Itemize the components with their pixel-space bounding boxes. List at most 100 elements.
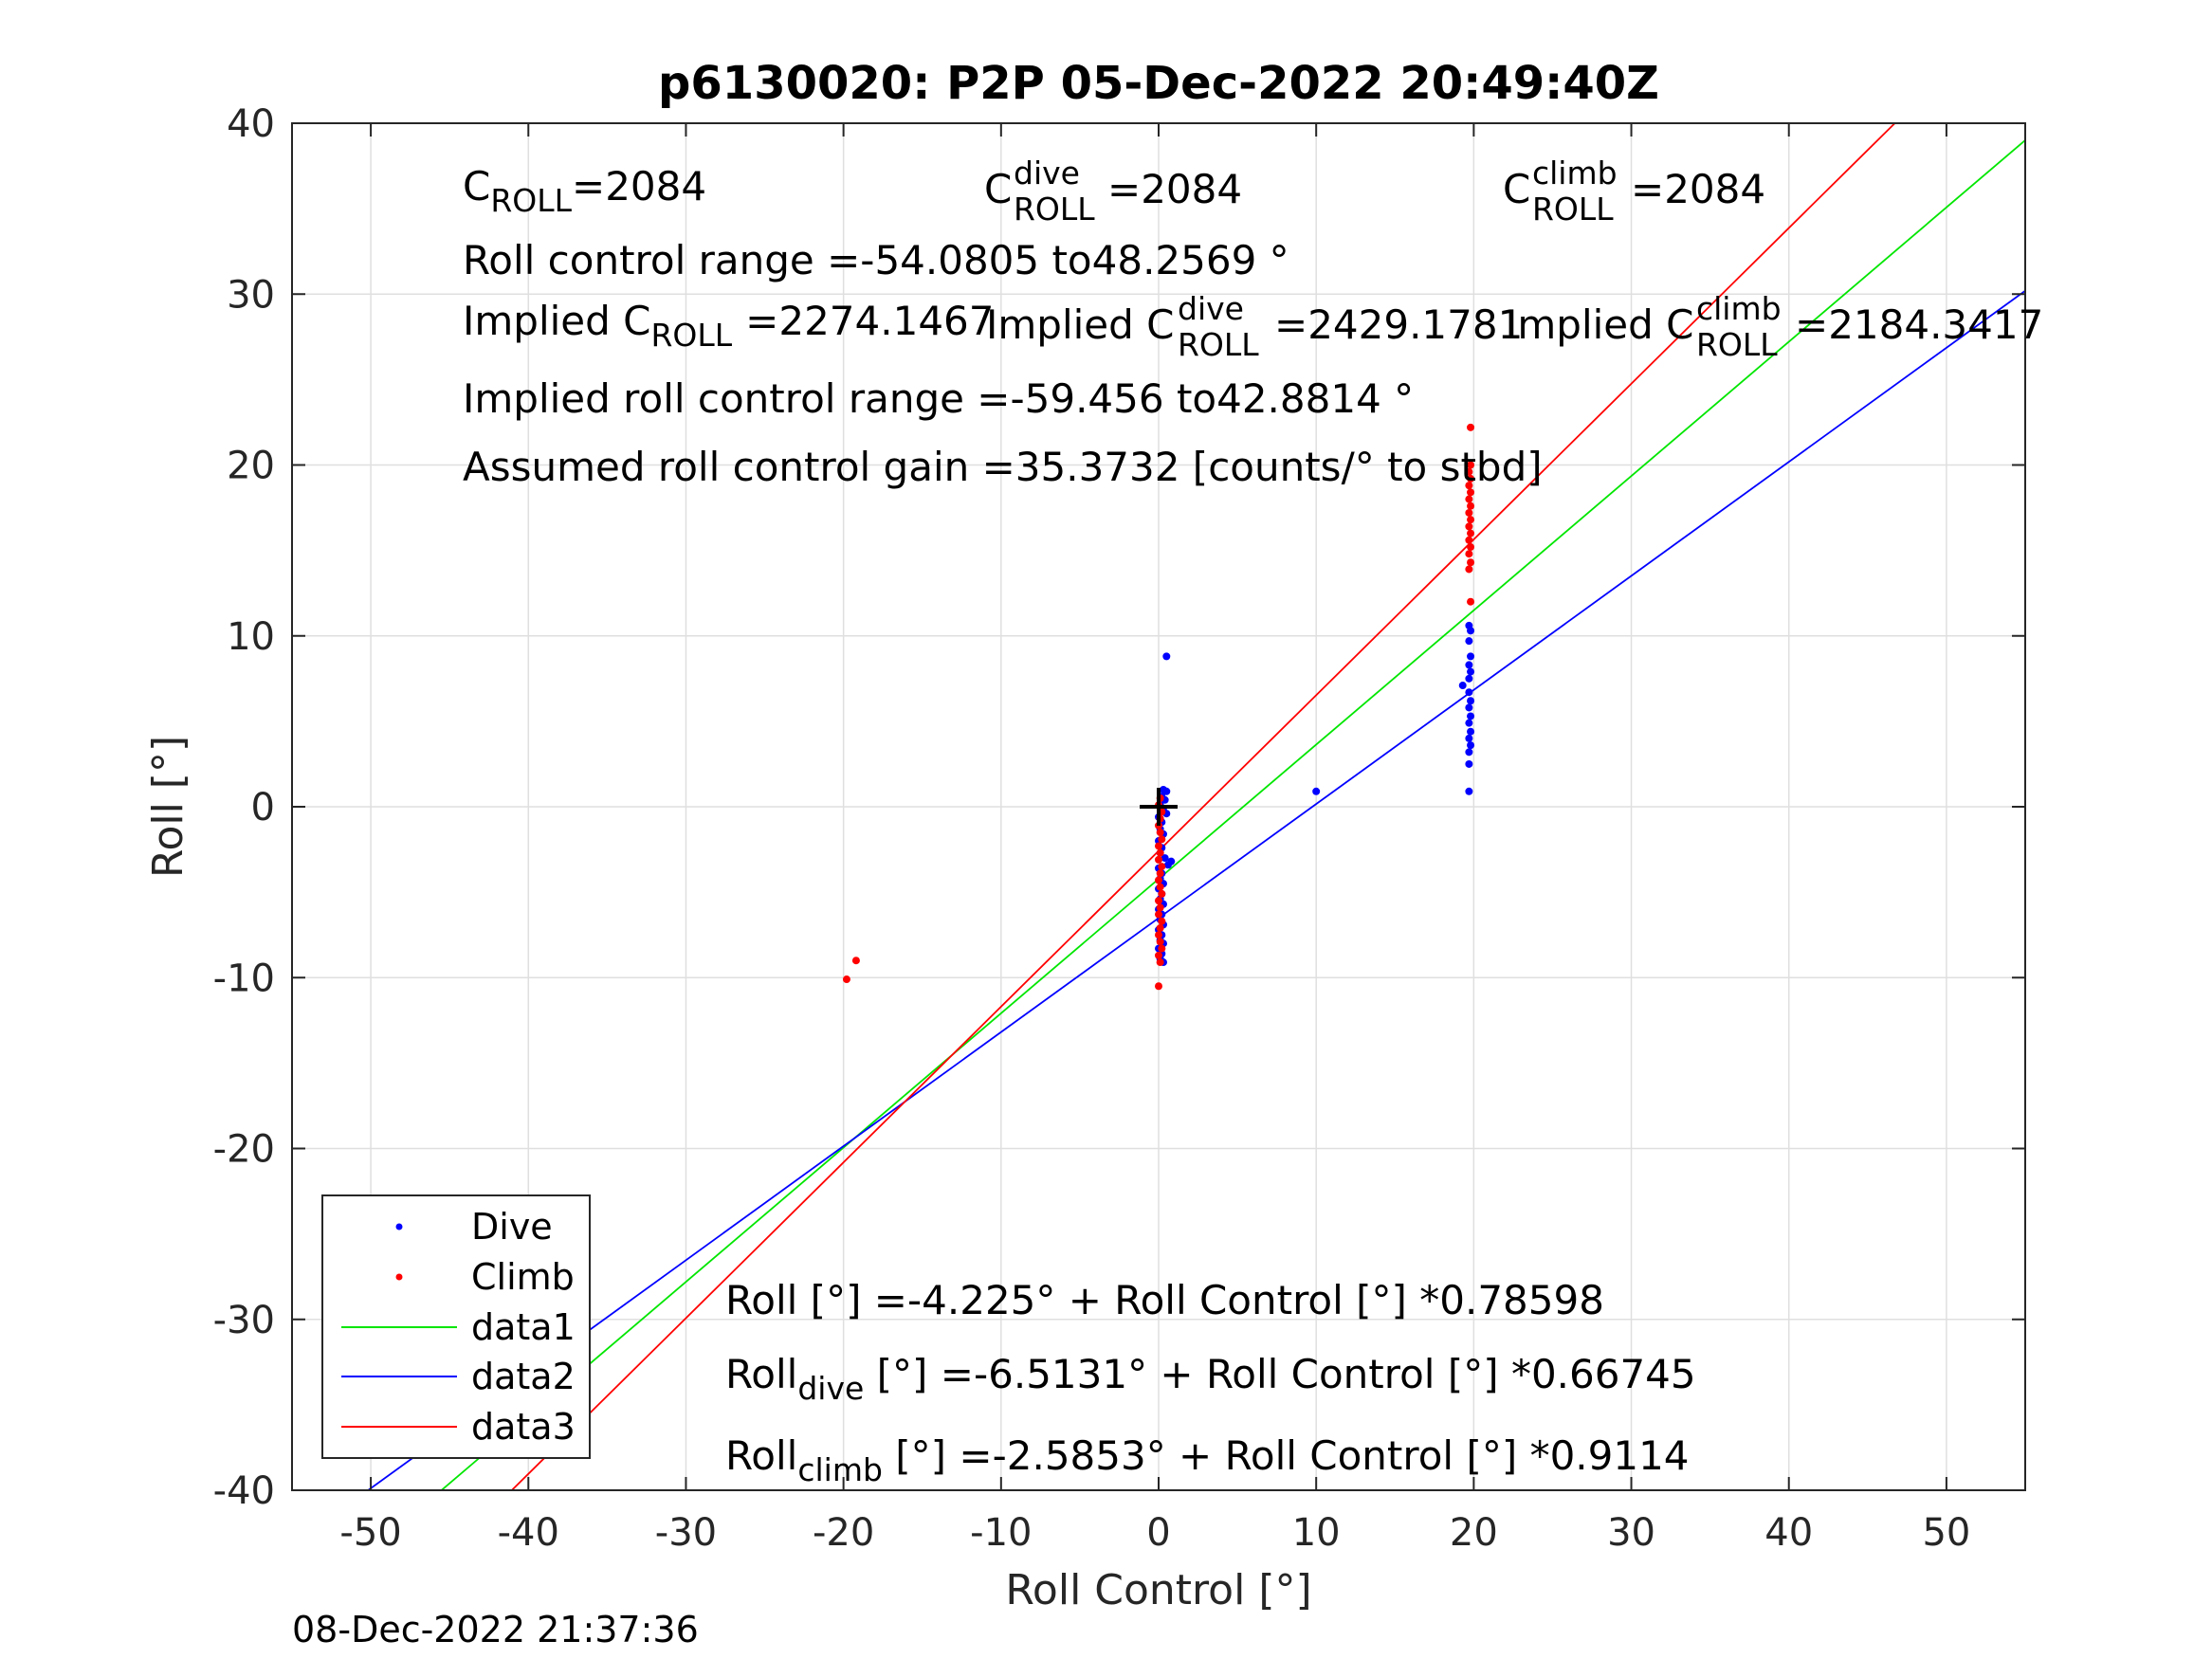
climb-point [1158, 917, 1166, 925]
climb-point [1155, 897, 1162, 905]
equation-climb: Rollclimb [°] =-2.5853° + Roll Control [… [725, 1432, 1690, 1488]
climb-point [1156, 848, 1164, 857]
dive-point [1465, 787, 1473, 795]
y-tick-label: -10 [213, 957, 275, 1000]
x-tick-label: 40 [1764, 1511, 1813, 1555]
climb-point [1467, 543, 1475, 552]
climb-point [1156, 923, 1164, 932]
x-axis-label: Roll Control [°] [1005, 1566, 1311, 1614]
climb-point [1467, 461, 1475, 469]
climb-point [1467, 474, 1475, 483]
dive-point [1458, 682, 1467, 690]
climb-point [842, 975, 850, 984]
dive-point [1467, 712, 1475, 720]
climb-point [1156, 883, 1164, 891]
climb-point [1465, 565, 1473, 574]
climb-point [1155, 855, 1162, 864]
implied-c-roll-climb-prefix: Implied C [1506, 301, 1693, 348]
c-roll-dive-annotation: C [984, 166, 1012, 212]
c-roll-climb-annotation: C [1503, 166, 1530, 212]
x-tick-label: -50 [339, 1511, 401, 1555]
climb-point [1155, 982, 1162, 991]
dive-point [1467, 667, 1475, 676]
implied-c-roll-climb-value: =2184.3417 [1795, 301, 2043, 348]
dive-point [1467, 741, 1475, 750]
y-tick-label: 0 [251, 786, 275, 830]
dive-point [1465, 637, 1473, 646]
climb-point [1156, 903, 1164, 912]
dive-point [1465, 748, 1473, 757]
data-points [842, 423, 1475, 991]
implied-c-roll-climb-sub: ROLL [1696, 326, 1778, 363]
climb-point [1155, 876, 1162, 884]
climb-point [1467, 558, 1475, 567]
equation-dive: Rolldive [°] =-6.5131° + Roll Control [°… [725, 1351, 1696, 1407]
x-tick-label: 10 [1292, 1511, 1341, 1555]
y-tick-label: -30 [213, 1299, 275, 1342]
dive-point [1312, 787, 1321, 795]
equation-all: Roll [°] =-4.225° + Roll Control [°] *0.… [725, 1277, 1604, 1323]
dive-point [1465, 621, 1473, 629]
implied-c-roll-dive-prefix: Implied C [986, 301, 1174, 348]
climb-point [1465, 508, 1473, 517]
implied-c-roll-annotation: Implied CROLL =2274.1467 [463, 298, 995, 354]
roll-control-range-text: Roll control range =-54.0805 to48.2569 ° [463, 237, 1289, 283]
implied-range-text: Implied roll control range =-59.456 to42… [463, 375, 1414, 422]
origin-cross-marker [1140, 788, 1178, 826]
y-tick-label: 30 [227, 273, 275, 317]
c-roll-climb-sup: climb [1532, 155, 1618, 191]
c-roll-dive-sub: ROLL [1014, 191, 1095, 228]
c-roll-climb-value: =2084 [1631, 166, 1765, 212]
dive-point [1163, 861, 1172, 869]
assumed-gain-text: Assumed roll control gain =35.3732 [coun… [463, 444, 1543, 490]
climb-point [1155, 910, 1162, 919]
implied-c-roll-climb-sup: climb [1696, 290, 1782, 327]
climb-point [1158, 863, 1166, 871]
x-tick-label: 30 [1607, 1511, 1655, 1555]
dive-point [1161, 854, 1169, 863]
dive-point [1467, 652, 1475, 661]
climb-point [1155, 931, 1162, 939]
y-tick-label: -40 [213, 1469, 275, 1513]
dive-point [1465, 688, 1473, 697]
climb-point [1465, 495, 1473, 503]
c-roll-dive-value: =2084 [1107, 166, 1242, 212]
climb-point [1155, 951, 1162, 959]
climb-point [1465, 467, 1473, 476]
climb-point [1467, 529, 1475, 538]
dive-point [1467, 697, 1475, 705]
x-tick-label: 20 [1450, 1511, 1498, 1555]
legend-climb-marker [395, 1273, 403, 1281]
climb-point [1467, 516, 1475, 524]
climb-point [1465, 522, 1473, 531]
climb-point [1158, 835, 1166, 844]
climb-point [1467, 597, 1475, 606]
climb-point [1465, 536, 1473, 544]
climb-point [1156, 829, 1164, 837]
climb-point [1158, 944, 1166, 953]
climb-point [1156, 958, 1164, 967]
climb-point [1158, 889, 1166, 898]
dive-point [1467, 727, 1475, 736]
climb-point [851, 957, 860, 965]
x-tick-label: -30 [655, 1511, 717, 1555]
legend: Dive Climb data1 data2 data3 [321, 1194, 591, 1459]
y-tick-label: 40 [227, 102, 275, 146]
axis-ticks: -50 -40 -30 -20 -10 0 10 20 30 40 50 -40 -30 -20 -10 0 1… [213, 102, 2025, 1555]
climb-point [1156, 869, 1164, 878]
dive-point [1465, 734, 1473, 742]
c-roll-dive-sup: dive [1014, 155, 1080, 191]
climb-point [1467, 501, 1475, 510]
y-tick-label: 10 [227, 615, 275, 659]
climb-point [1465, 482, 1473, 490]
x-tick-label: 50 [1922, 1511, 1970, 1555]
legend-data1-label: data1 [471, 1306, 576, 1348]
chart-title: p6130020: P2P 05-Dec-2022 20:49:40Z [658, 57, 1659, 110]
legend-data2-label: data2 [471, 1356, 576, 1397]
implied-c-roll-dive-value: =2429.1781 [1274, 301, 1523, 348]
y-axis-label: Roll [°] [144, 736, 192, 878]
climb-point [1467, 423, 1475, 431]
implied-c-roll-dive-sub: ROLL [1178, 326, 1259, 363]
legend-dive-label: Dive [471, 1206, 553, 1248]
